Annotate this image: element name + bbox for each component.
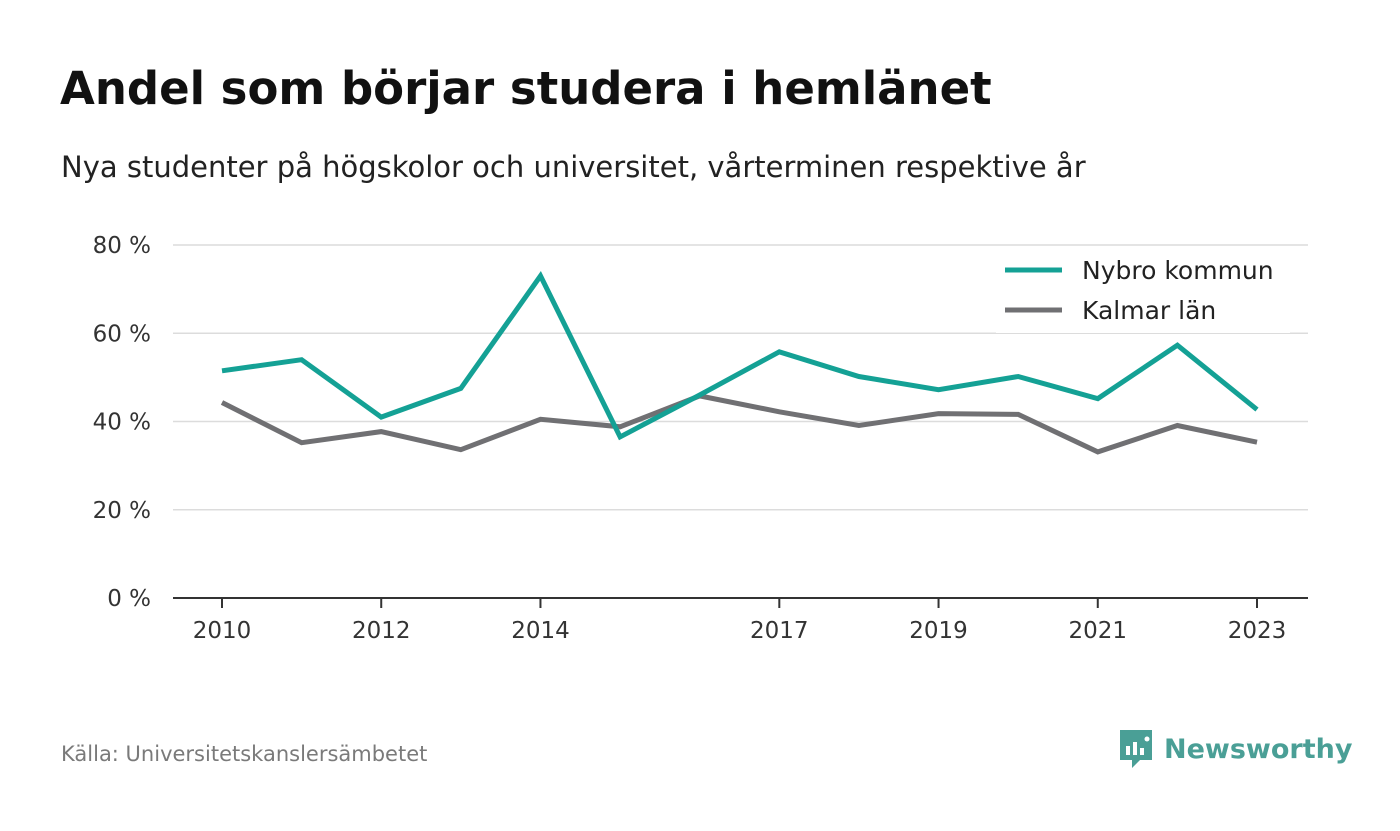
x-tick-label: 2023 <box>1228 618 1287 644</box>
series-lines <box>220 271 1259 455</box>
y-tick-label: 20 % <box>93 498 151 524</box>
x-tick-label: 2017 <box>750 618 809 644</box>
y-tick-label: 0 % <box>107 586 151 612</box>
series-line <box>221 271 1259 441</box>
x-tick-label: 2019 <box>909 618 968 644</box>
y-tick-label: 80 % <box>93 233 151 259</box>
legend-box <box>996 247 1290 333</box>
newsworthy-logo-icon <box>1120 730 1152 768</box>
brand-logo[interactable]: Newsworthy <box>1118 728 1352 770</box>
chart-subtitle: Nya studenter på högskolor och universit… <box>61 150 1086 184</box>
y-tick-label: 60 % <box>93 321 151 347</box>
x-tick-label: 2021 <box>1068 618 1127 644</box>
x-tick-label: 2014 <box>511 618 570 644</box>
grid-lines <box>173 244 1308 511</box>
brand-name: Newsworthy <box>1164 733 1353 765</box>
chart-title: Andel som börjar studera i hemlänet <box>60 62 992 115</box>
y-tick-label: 40 % <box>93 410 151 436</box>
source-note: Källa: Universitetskanslersämbetet <box>61 742 428 766</box>
series-line <box>220 393 1258 455</box>
axes: 0 % 20 % 40 % 60 % 80 % 2010 2012 2014 2017 2019 2… <box>93 233 1308 644</box>
x-tick-label: 2012 <box>352 618 411 644</box>
legend-label: Nybro kommun <box>1082 256 1274 285</box>
legend: Nybro kommun Kalmar län <box>996 247 1290 333</box>
legend-label: Kalmar län <box>1082 296 1216 325</box>
x-tick-label: 2010 <box>193 618 252 644</box>
